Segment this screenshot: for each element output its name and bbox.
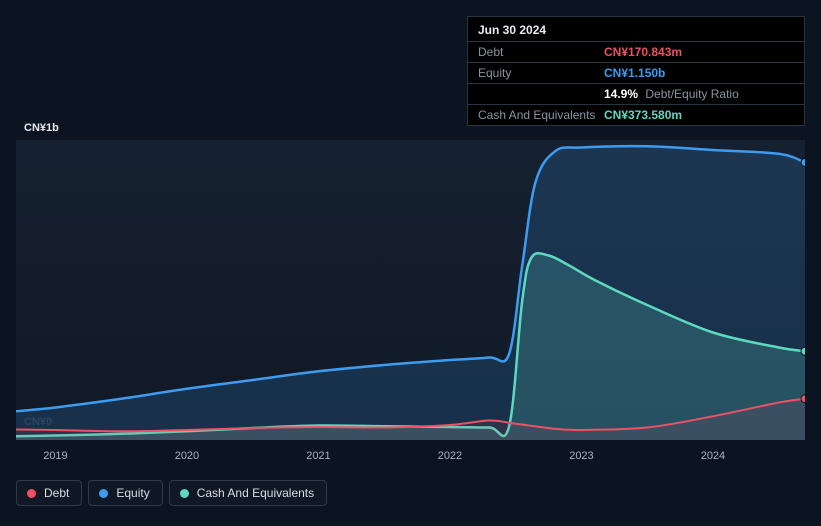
tooltip-row-debt: Debt CN¥170.843m — [468, 42, 804, 63]
tooltip-suffix: Debt/Equity Ratio — [645, 87, 738, 101]
x-axis-tick: 2020 — [175, 450, 199, 462]
tooltip-value: 14.9% — [604, 87, 638, 101]
x-axis-tick: 2019 — [43, 450, 67, 462]
tooltip-row-cash: Cash And Equivalents CN¥373.580m — [468, 105, 804, 125]
tooltip-label — [478, 87, 604, 101]
x-axis-tick: 2021 — [306, 450, 330, 462]
tooltip-value: CN¥373.580m — [604, 108, 682, 122]
tooltip-label: Cash And Equivalents — [478, 108, 604, 122]
legend-dot-icon — [180, 489, 189, 498]
y-axis-label-top: CN¥1b — [24, 122, 59, 134]
chart-svg — [16, 140, 805, 440]
x-axis-tick: 2023 — [569, 450, 593, 462]
legend-label: Cash And Equivalents — [197, 486, 314, 500]
tooltip-row-equity: Equity CN¥1.150b — [468, 63, 804, 84]
tooltip-label: Debt — [478, 45, 604, 59]
legend-label: Equity — [116, 486, 149, 500]
tooltip-value: CN¥170.843m — [604, 45, 682, 59]
legend-item-equity[interactable]: Equity — [88, 480, 162, 506]
legend-item-cash[interactable]: Cash And Equivalents — [169, 480, 327, 506]
tooltip-date: Jun 30 2024 — [468, 17, 804, 42]
legend-dot-icon — [27, 489, 36, 498]
legend-item-debt[interactable]: Debt — [16, 480, 82, 506]
plot-surface[interactable] — [16, 140, 805, 440]
legend-label: Debt — [44, 486, 69, 500]
x-axis-ticks: 2019 2020 2021 2022 2023 2024 — [16, 450, 805, 466]
chart-area[interactable]: CN¥1b CN¥0 — [16, 122, 805, 442]
legend-dot-icon — [99, 489, 108, 498]
tooltip-label: Equity — [478, 66, 604, 80]
legend: Debt Equity Cash And Equivalents — [16, 480, 327, 506]
chart-tooltip: Jun 30 2024 Debt CN¥170.843m Equity CN¥1… — [467, 16, 805, 126]
x-axis-tick: 2024 — [701, 450, 725, 462]
tooltip-row-ratio: 14.9% Debt/Equity Ratio — [468, 84, 804, 105]
x-axis-tick: 2022 — [438, 450, 462, 462]
tooltip-value: CN¥1.150b — [604, 66, 665, 80]
